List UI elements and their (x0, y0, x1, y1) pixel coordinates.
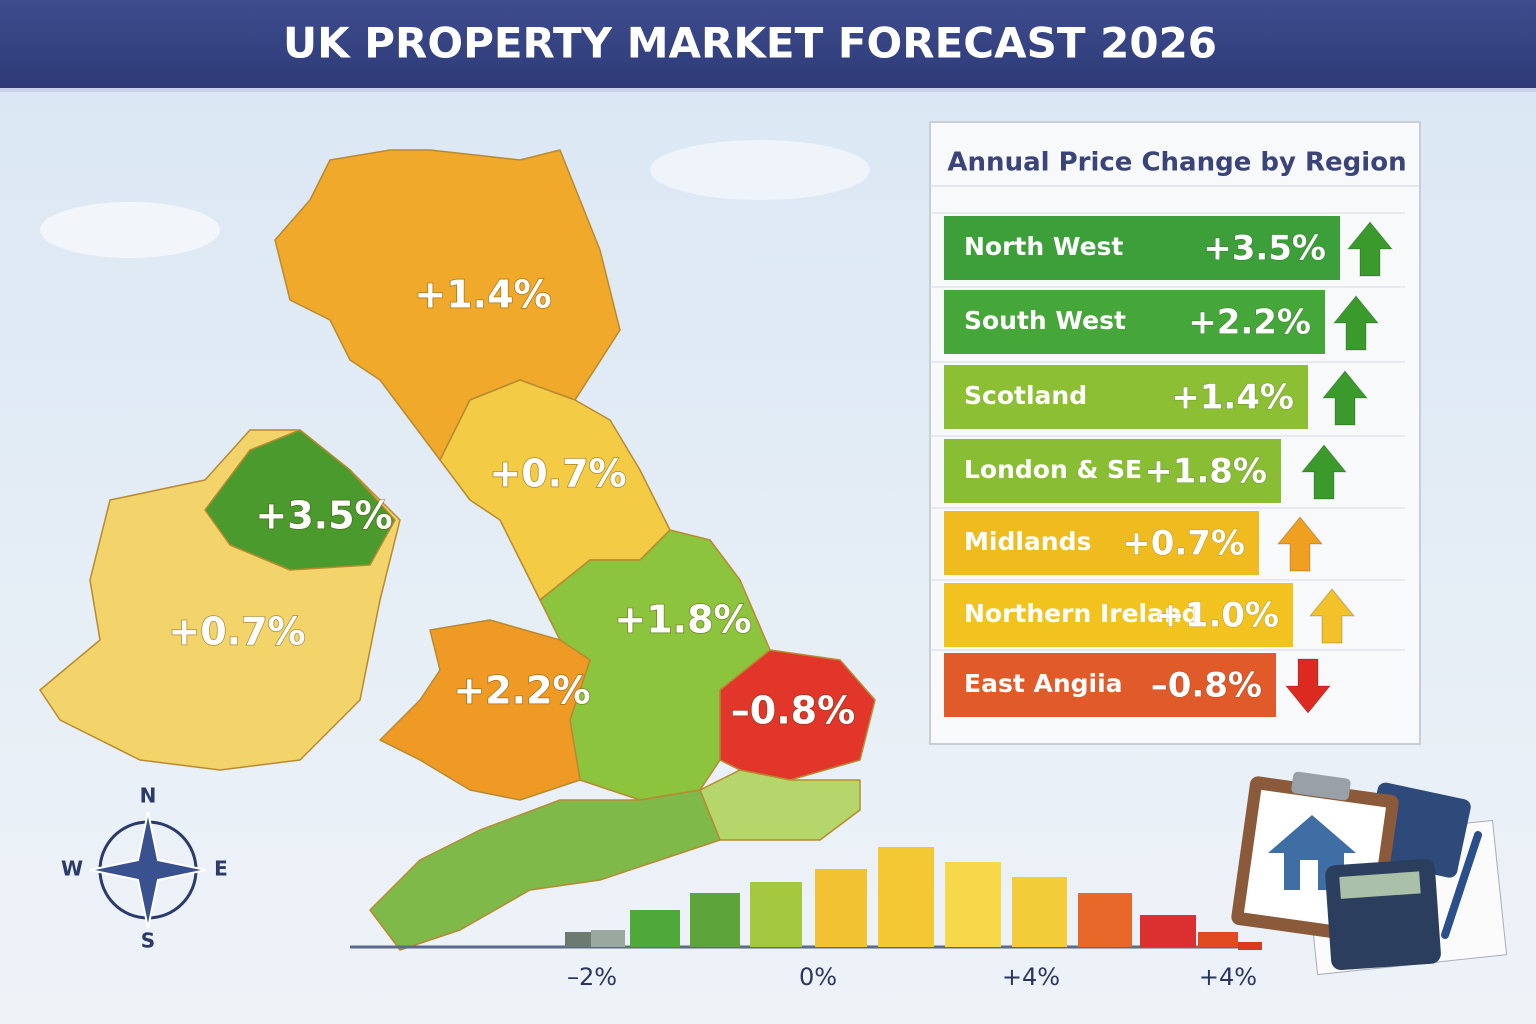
office-illustration (1231, 771, 1508, 976)
row-arrow (1321, 370, 1369, 426)
histogram-bar (1078, 893, 1132, 947)
compass-west: W (61, 857, 83, 881)
row-bar (944, 290, 1325, 354)
row-bar (944, 511, 1259, 575)
cloud (650, 140, 870, 200)
map-label: –0.8% (731, 689, 855, 733)
row-change: –0.8% (1151, 666, 1262, 706)
row-arrow (1308, 588, 1356, 644)
row-arrow (1276, 516, 1324, 572)
map-label: +2.2% (453, 669, 590, 713)
compass: N E S W (61, 784, 228, 953)
histogram-axis-label: +4% (1199, 963, 1257, 991)
histogram-bar (630, 910, 680, 947)
region-wales (379, 619, 591, 801)
row-arrow (1284, 658, 1332, 714)
region-south-west (369, 789, 721, 951)
row-arrow (1300, 444, 1348, 500)
histogram-bar (878, 847, 934, 947)
row-region: South West (964, 306, 1126, 335)
header-rule (0, 88, 1536, 92)
map-label: +1.8% (614, 598, 751, 642)
histogram-bar (565, 932, 591, 947)
panel (929, 121, 1421, 745)
compass-south: S (141, 929, 155, 953)
compass-star (89, 811, 207, 929)
page-title: UK PROPERTY MARKET FORECAST 2026 (283, 19, 1217, 68)
row-region: Northern Ireland (964, 599, 1200, 628)
region-scotland (274, 149, 621, 461)
histogram-bar (690, 893, 740, 947)
histogram-bar (1198, 932, 1238, 947)
row-region: London & SE (964, 455, 1142, 484)
region-south-east (699, 769, 861, 841)
histogram-bar (1012, 877, 1067, 947)
histogram: –2% 0% +4% +4% (350, 847, 1262, 991)
row-bar (944, 583, 1293, 647)
row-arrow (1332, 295, 1380, 351)
histogram-axis-label: 0% (799, 963, 837, 991)
panel-rows: North West +3.5% South West +2.2% Scotland +1… (930, 212, 1405, 717)
row-bar (944, 365, 1308, 429)
compass-north: N (140, 784, 157, 808)
calculator-screen (1339, 871, 1421, 899)
histogram-axis-label: –2% (567, 963, 617, 991)
region-northern-ireland (204, 429, 396, 571)
map-label: +0.7% (489, 452, 626, 496)
row-change: +0.7% (1122, 524, 1245, 564)
header-bar (0, 0, 1536, 88)
clip (1291, 771, 1351, 801)
row-change: +3.5% (1203, 229, 1326, 269)
row-change: +2.2% (1188, 303, 1311, 343)
row-region: East Angiia (964, 669, 1123, 698)
row-change: +1.4% (1171, 378, 1294, 418)
histogram-bar (750, 882, 802, 947)
row-bar (944, 439, 1281, 503)
map-label: +3.5% (255, 494, 392, 538)
row-region: North West (964, 232, 1123, 261)
row-change: +1.8% (1144, 452, 1267, 492)
row-bar (944, 653, 1276, 717)
pen (1441, 831, 1482, 939)
row-bar (944, 216, 1340, 280)
panel-title: Annual Price Change by Region (947, 148, 1406, 178)
row-arrow (1346, 221, 1394, 277)
histogram-bar (1140, 915, 1196, 947)
cloud (40, 202, 220, 258)
map (39, 149, 876, 951)
map-label: +0.7% (168, 610, 305, 654)
histogram-bar (1238, 942, 1262, 950)
histogram-bar (815, 869, 867, 947)
row-region: Scotland (964, 381, 1087, 410)
house-door (1300, 860, 1318, 890)
row-region: Midlands (964, 527, 1091, 556)
histogram-bar (591, 930, 625, 947)
region-east-anglia (719, 649, 876, 781)
compass-east: E (214, 857, 228, 881)
histogram-bar (945, 862, 1001, 947)
row-change: +1.0% (1156, 596, 1279, 636)
map-label: +1.4% (414, 273, 551, 317)
histogram-axis-label: +4% (1002, 963, 1060, 991)
